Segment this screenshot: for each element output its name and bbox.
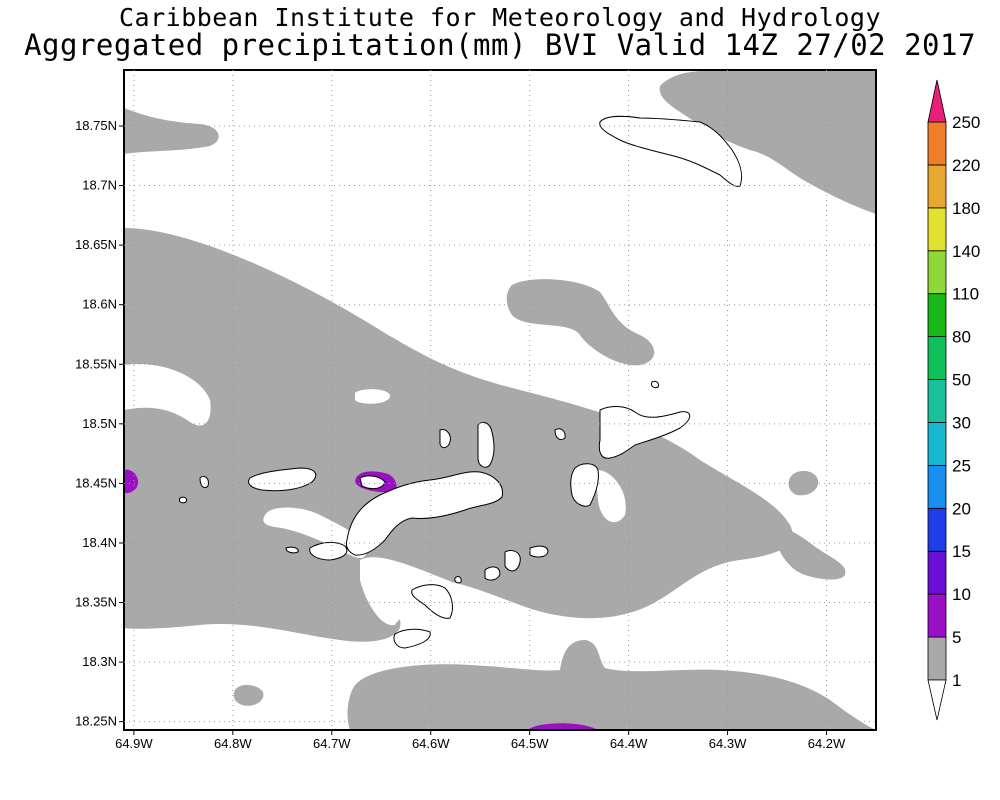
rain-area-top-left	[124, 108, 219, 154]
colorbar-label: 110	[952, 285, 979, 304]
heavy-rain-bottom	[528, 723, 598, 730]
lon-tick-label: 64.3W	[709, 736, 747, 751]
colorbar-segment	[927, 593, 947, 638]
colorbar-max-arrow	[927, 79, 947, 123]
island-west-end	[309, 541, 348, 561]
island-west-small	[179, 496, 187, 504]
colorbar-min-arrow	[927, 679, 947, 721]
colorbar-segment	[927, 293, 947, 338]
colorbar-segment	[927, 507, 947, 552]
rain-area-top-right	[659, 70, 876, 214]
lon-tick-label: 64.7W	[313, 736, 351, 751]
colorbar-label: 220	[952, 156, 980, 175]
lat-tick-label: 18.7N	[82, 178, 117, 193]
lat-tick-label: 18.45N	[75, 475, 117, 490]
rain-area-bottom	[347, 640, 876, 730]
lat-tick-label: 18.3N	[82, 654, 117, 669]
island-scrub	[439, 429, 451, 449]
clear-area-1	[124, 364, 211, 426]
colorbar-label: 20	[952, 499, 971, 518]
island-sandy-cay	[285, 546, 299, 554]
island-necker	[651, 380, 659, 389]
rain-area-middle	[506, 279, 655, 366]
colorbar-segment	[927, 422, 947, 466]
precipitation-field	[124, 70, 876, 730]
colorbar-segment	[927, 250, 947, 295]
island-little-jost	[199, 475, 209, 489]
island-virgin-gorda	[598, 406, 691, 459]
island-jost-van-dyke	[248, 467, 317, 492]
colorbar-label: 5	[952, 628, 961, 647]
lon-tick-label: 64.6W	[412, 736, 450, 751]
island-guana	[554, 428, 566, 441]
colorbar-label: 25	[952, 456, 971, 475]
institute-title: Caribbean Institute for Meteorology and …	[118, 3, 881, 32]
colorbar-segment	[927, 207, 947, 252]
island-norman	[393, 628, 431, 649]
lon-tick-label: 64.4W	[610, 736, 648, 751]
colorbar-label: 30	[952, 413, 971, 432]
lon-tick-label: 64.9W	[115, 736, 153, 751]
colorbar-label: 180	[952, 199, 980, 218]
lat-tick-label: 18.5N	[82, 416, 117, 431]
lon-tick-label: 64.2W	[808, 736, 846, 751]
colorbar-label: 10	[952, 585, 971, 604]
plot-frame	[123, 69, 877, 731]
lat-tick-label: 18.25N	[75, 714, 117, 729]
islands	[179, 115, 743, 649]
rain-area-right-small	[788, 470, 819, 496]
colorbar-label: 140	[952, 242, 980, 261]
colorbar-label: 1	[952, 671, 961, 690]
colorbar-segment	[927, 336, 947, 380]
colorbar-segment	[927, 464, 947, 509]
lat-tick-label: 18.4N	[82, 535, 117, 550]
clear-area-2	[355, 389, 391, 404]
colorbar-label: 80	[952, 328, 971, 347]
island-beef	[359, 475, 386, 490]
lon-tick-label: 64.5W	[511, 736, 549, 751]
lat-tick-label: 18.6N	[82, 297, 117, 312]
colorbar-segment	[927, 636, 947, 681]
lon-tick-label: 64.8W	[214, 736, 252, 751]
island-virgin-gorda-south	[570, 463, 599, 507]
island-peter	[411, 584, 453, 619]
island-st-thomas	[599, 115, 743, 187]
product-title: Aggregated precipitation(mm) BVI Valid 1…	[24, 28, 976, 62]
heavy-rain-left-edge	[124, 469, 138, 494]
lat-tick-label: 18.55N	[75, 356, 117, 371]
island-ginger	[504, 549, 521, 572]
lat-tick-label: 18.75N	[75, 118, 117, 133]
rain-area-bottom-right	[775, 529, 846, 580]
grid-lines	[124, 70, 876, 730]
colorbar-segment	[927, 550, 947, 595]
island-great-camanoe	[477, 421, 495, 468]
colorbar-label: 250	[952, 113, 980, 132]
island-tortola	[345, 471, 504, 556]
rain-area-main	[124, 228, 793, 642]
island-cooper	[484, 566, 501, 581]
colorbar-label: 50	[952, 371, 971, 390]
colorbar-segment	[927, 164, 947, 209]
clear-area-5	[595, 469, 626, 523]
island-salt	[454, 576, 462, 584]
island-fallen-jerusalem	[529, 545, 549, 558]
rain-area-bottom-left-small	[233, 684, 264, 706]
colorbar-segment	[927, 379, 947, 423]
longitude-axis: 64.9W 64.8W 64.7W 64.6W 64.5W 64.4W 64.3W 64.2W	[115, 730, 846, 751]
lat-tick-label: 18.35N	[75, 595, 117, 610]
colorbar-segment	[927, 121, 947, 166]
latitude-axis: 18.75N 18.7N 18.65N 18.6N 18.55N 18.5N 18.45N 1…	[75, 118, 124, 729]
lat-tick-label: 18.65N	[75, 237, 117, 252]
colorbar-label: 15	[952, 542, 971, 561]
